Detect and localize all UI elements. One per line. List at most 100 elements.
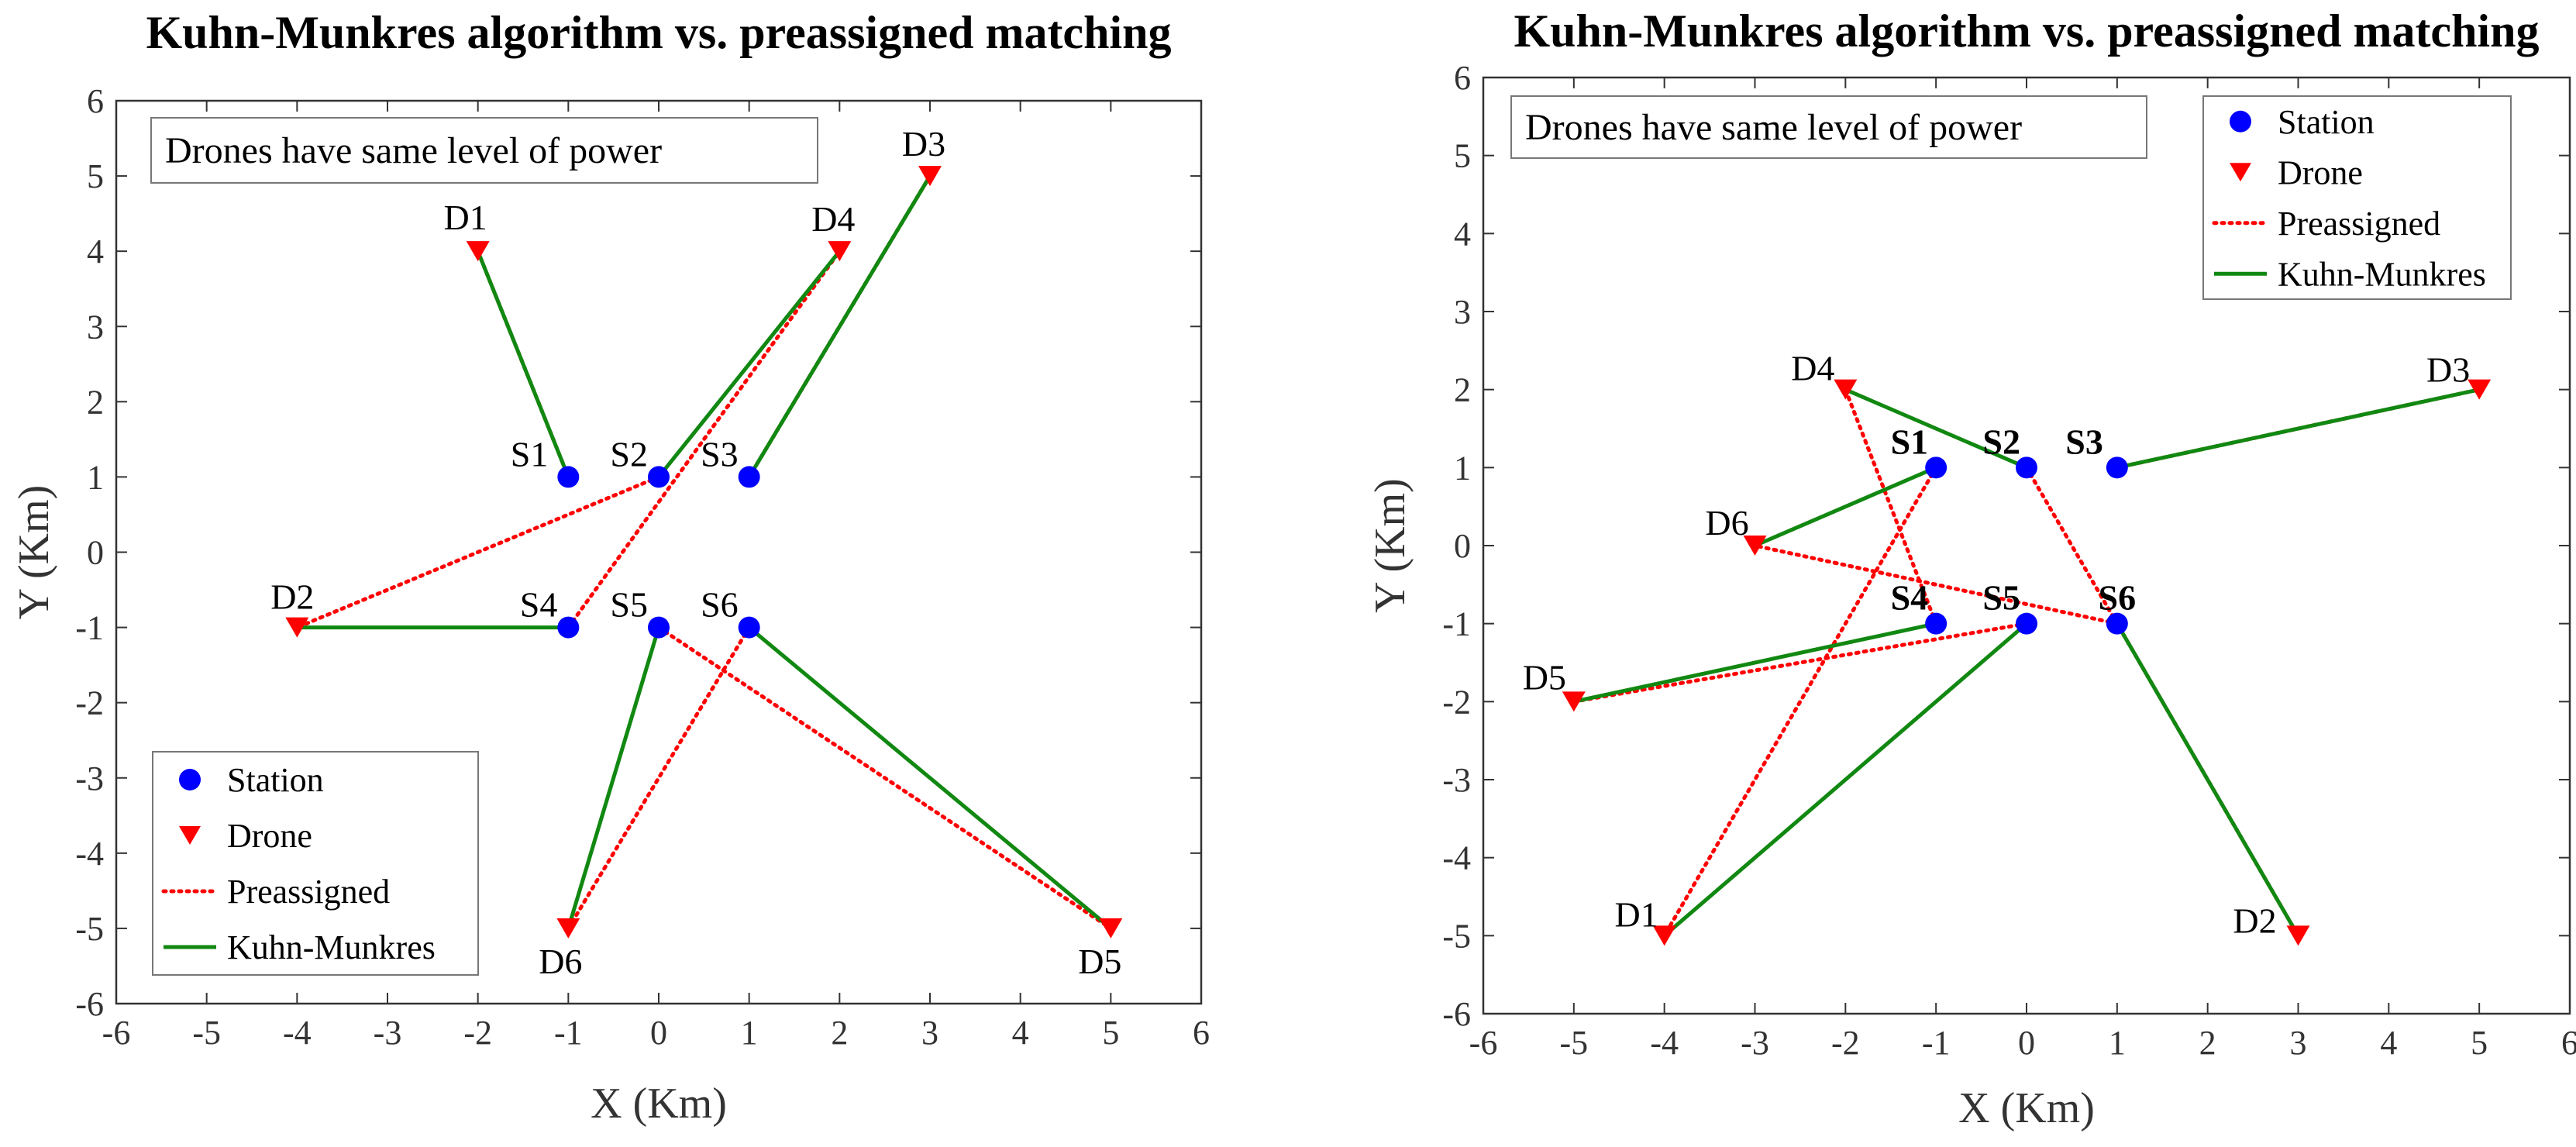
drone-label-D5: D5: [1523, 657, 1566, 697]
x-tick-label: 6: [2561, 1024, 2576, 1062]
station-label-S6: S6: [2099, 578, 2137, 618]
y-tick-label: 1: [1454, 449, 1471, 487]
station-point-S6: [738, 616, 760, 639]
annotation-text: Drones have same level of power: [165, 130, 662, 171]
x-tick-label: 5: [1102, 1014, 1119, 1052]
y-tick-label: -1: [1442, 605, 1471, 643]
y-tick-label: 2: [1454, 371, 1471, 409]
station-label-S5: S5: [610, 585, 648, 625]
x-tick-label: -4: [283, 1014, 312, 1052]
x-tick-label: 0: [2018, 1024, 2035, 1062]
x-tick-label: -6: [102, 1014, 131, 1052]
y-tick-label: -6: [75, 985, 104, 1023]
y-axis-label: Y (Km): [10, 485, 58, 620]
preassigned-line-S5-D5: [1572, 622, 2029, 704]
chart-right: Kuhn-Munkres algorithm vs. preassigned m…: [1366, 5, 2576, 1132]
kuhn-munkres-line-S2-D4: [657, 250, 842, 478]
y-tick-label: 6: [1454, 59, 1471, 97]
station-label-S2: S2: [610, 434, 648, 474]
kuhn-munkres-line-S2-D4: [1844, 388, 2027, 470]
drone-point-D2: [285, 617, 309, 638]
y-axis-label: Y (Km): [1366, 478, 1414, 613]
kuhn-munkres-line-S6-D5: [748, 625, 1112, 930]
kuhn-munkres-line-S6-D2: [2115, 622, 2300, 937]
y-tick-label: 3: [87, 308, 104, 346]
preassigned-line-S6-D6: [566, 625, 752, 931]
kuhn-munkres-line-S1-D6: [1754, 466, 1937, 548]
legend-drone-marker: [179, 826, 201, 845]
drone-point-D1: [466, 241, 490, 262]
kuhn-munkres-line-S5-D6: [566, 626, 661, 929]
x-tick-label: -2: [463, 1014, 492, 1052]
y-tick-label: -5: [1442, 917, 1471, 955]
x-tick-label: 2: [2199, 1024, 2216, 1062]
station-label-S3: S3: [701, 434, 739, 474]
station-label-S1: S1: [511, 434, 549, 474]
x-tick-label: -3: [374, 1014, 402, 1052]
drone-label-D4: D4: [811, 199, 855, 239]
drone-label-D3: D3: [902, 124, 945, 164]
kuhn-munkres-line-S3-D3: [2116, 388, 2480, 470]
y-tick-label: 4: [1454, 215, 1471, 253]
station-point-S3: [2106, 456, 2128, 479]
station-label-S5: S5: [1982, 578, 2020, 618]
y-tick-label: 2: [87, 383, 104, 421]
x-tick-label: -4: [1650, 1024, 1679, 1062]
kuhn-munkres-line-S4-D5: [1573, 622, 1937, 704]
kuhn-munkres-line-S5-D1: [1663, 622, 2028, 938]
x-tick-label: -5: [192, 1014, 221, 1052]
x-tick-label: -6: [1469, 1024, 1498, 1062]
y-tick-label: -4: [1442, 839, 1471, 877]
y-tick-label: -4: [75, 835, 104, 873]
legend-entry-label: Kuhn-Munkres: [227, 928, 436, 966]
legend-box: [152, 751, 479, 976]
preassigned-line-S2-D2: [294, 474, 661, 630]
y-tick-label: 3: [1454, 293, 1471, 331]
legend-entry-label: Preassigned: [227, 873, 390, 911]
station-point-S1: [557, 466, 580, 488]
legend-entry-label: Drone: [227, 817, 312, 855]
y-tick-label: -1: [75, 609, 104, 647]
y-tick-label: 0: [1454, 527, 1471, 565]
legend-entry-label: Kuhn-Munkres: [2278, 255, 2486, 293]
preassigned-line-S4-D4: [1843, 388, 1938, 626]
drone-point-D1: [1652, 925, 1676, 946]
x-tick-label: -2: [1831, 1024, 1860, 1062]
y-tick-label: 4: [87, 232, 104, 270]
y-tick-label: 5: [87, 157, 104, 195]
x-tick-label: 3: [921, 1014, 938, 1052]
preassigned-line-S1-D1: [1662, 465, 1938, 938]
station-point-S4: [557, 616, 580, 639]
drone-point-D2: [2286, 925, 2310, 946]
y-tick-label: -2: [75, 684, 104, 722]
x-tick-label: 4: [1012, 1014, 1029, 1052]
drone-point-D3: [2468, 379, 2492, 400]
x-tick-label: -1: [554, 1014, 583, 1052]
station-point-S4: [1925, 612, 1947, 635]
chart-title: Kuhn-Munkres algorithm vs. preassigned m…: [1514, 5, 2540, 57]
legend-drone-marker: [2230, 163, 2251, 182]
x-tick-label: 5: [2471, 1024, 2488, 1062]
x-tick-label: 3: [2290, 1024, 2307, 1062]
x-tick-label: 0: [650, 1014, 667, 1052]
x-tick-label: -3: [1741, 1024, 1769, 1062]
station-point-S3: [738, 466, 760, 488]
drone-label-D1: D1: [1615, 894, 1658, 934]
legend-entry-label: Preassigned: [2278, 205, 2440, 243]
preassigned-line-S6-D6: [1753, 543, 2120, 626]
station-label-S4: S4: [1891, 578, 1929, 618]
station-point-S2: [2016, 456, 2037, 479]
drone-label-D6: D6: [1705, 503, 1748, 542]
drone-label-D3: D3: [2426, 350, 2470, 390]
x-tick-label: 4: [2380, 1024, 2397, 1062]
drone-point-D5: [1099, 918, 1123, 939]
station-point-S5: [2016, 612, 2037, 635]
station-label-S2: S2: [1982, 422, 2020, 461]
kuhn-munkres-line-S3-D3: [747, 174, 932, 478]
y-tick-label: -6: [1442, 995, 1471, 1033]
x-tick-label: 1: [741, 1014, 758, 1052]
station-label-S3: S3: [2065, 422, 2103, 461]
station-point-S5: [648, 616, 670, 639]
station-label-S4: S4: [520, 585, 558, 625]
